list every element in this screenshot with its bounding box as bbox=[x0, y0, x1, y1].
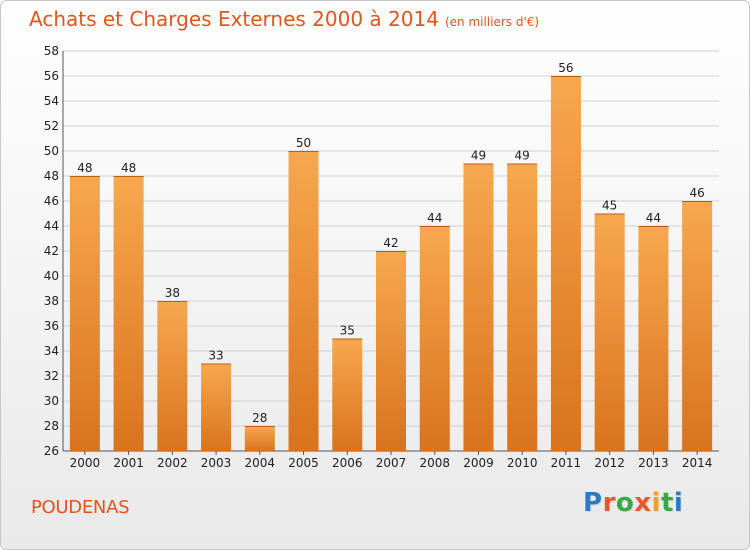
data-label: 28 bbox=[252, 411, 267, 425]
y-tick-label: 32 bbox=[44, 369, 59, 383]
y-tick-label: 50 bbox=[44, 144, 59, 158]
bar bbox=[201, 363, 232, 451]
logo-letter: o bbox=[615, 488, 635, 518]
logo-letter: i bbox=[673, 488, 684, 518]
bar bbox=[550, 76, 581, 451]
y-tick-label: 28 bbox=[44, 419, 59, 433]
bar bbox=[288, 151, 319, 451]
y-tick-label: 44 bbox=[44, 219, 59, 233]
x-tick-label: 2003 bbox=[201, 456, 232, 470]
data-label: 38 bbox=[165, 286, 180, 300]
y-tick-label: 48 bbox=[44, 169, 59, 183]
x-tick-label: 2012 bbox=[594, 456, 625, 470]
logo-letter: t bbox=[660, 488, 674, 518]
bar bbox=[682, 201, 713, 451]
title-text: Achats et Charges Externes 2000 à 2014 bbox=[29, 7, 439, 31]
y-tick-label: 36 bbox=[44, 319, 59, 333]
bar bbox=[157, 301, 188, 451]
data-label: 50 bbox=[296, 136, 311, 150]
data-label: 48 bbox=[121, 161, 136, 175]
commune-name: POUDENAS bbox=[31, 497, 130, 518]
bar bbox=[376, 251, 406, 451]
logo-letter: P bbox=[583, 488, 603, 518]
logo-letter: x bbox=[634, 488, 652, 518]
bar bbox=[113, 176, 144, 451]
data-label: 44 bbox=[427, 211, 442, 225]
proxiti-logo: Proxiti bbox=[583, 488, 683, 518]
x-tick-label: 2006 bbox=[332, 456, 363, 470]
x-tick-label: 2004 bbox=[245, 456, 276, 470]
bar bbox=[332, 338, 363, 451]
x-tick-label: 2011 bbox=[551, 456, 582, 470]
y-tick-label: 58 bbox=[44, 44, 59, 58]
data-label: 46 bbox=[689, 186, 704, 200]
y-tick-label: 42 bbox=[44, 244, 59, 258]
data-label: 35 bbox=[340, 324, 355, 338]
data-label: 49 bbox=[471, 149, 486, 163]
x-tick-label: 2001 bbox=[113, 456, 144, 470]
bar bbox=[244, 426, 275, 451]
chart-title: Achats et Charges Externes 2000 à 2014 (e… bbox=[29, 7, 539, 31]
bar bbox=[463, 163, 494, 451]
unit-label: (en milliers d'€) bbox=[444, 15, 540, 29]
x-tick-label: 2000 bbox=[70, 456, 101, 470]
y-tick-label: 40 bbox=[44, 269, 59, 283]
y-tick-label: 52 bbox=[44, 119, 59, 133]
bar bbox=[69, 176, 100, 451]
data-label: 33 bbox=[208, 349, 223, 363]
x-tick-label: 2013 bbox=[638, 456, 669, 470]
x-tick-label: 2014 bbox=[682, 456, 713, 470]
bar bbox=[594, 213, 625, 451]
y-tick-label: 46 bbox=[44, 194, 59, 208]
y-tick-label: 38 bbox=[44, 294, 59, 308]
bar bbox=[638, 226, 669, 451]
data-label: 44 bbox=[646, 211, 661, 225]
bar bbox=[419, 226, 450, 451]
logo-letter: i bbox=[651, 488, 661, 518]
y-tick-label: 56 bbox=[44, 69, 59, 83]
x-tick-label: 2005 bbox=[288, 456, 319, 470]
data-label: 56 bbox=[558, 61, 573, 75]
y-tick-label: 26 bbox=[44, 444, 59, 458]
x-tick-label: 2009 bbox=[463, 456, 494, 470]
data-label: 49 bbox=[515, 149, 530, 163]
x-tick-label: 2008 bbox=[419, 456, 450, 470]
data-label: 48 bbox=[77, 161, 92, 175]
y-tick-label: 30 bbox=[44, 394, 59, 408]
x-tick-label: 2007 bbox=[376, 456, 407, 470]
y-tick-label: 34 bbox=[44, 344, 59, 358]
data-label: 45 bbox=[602, 199, 617, 213]
logo-letter: r bbox=[602, 488, 616, 518]
y-tick-label: 54 bbox=[44, 94, 59, 108]
bar bbox=[507, 163, 538, 451]
x-tick-label: 2010 bbox=[507, 456, 538, 470]
x-tick-label: 2002 bbox=[157, 456, 188, 470]
data-label: 42 bbox=[383, 236, 398, 250]
